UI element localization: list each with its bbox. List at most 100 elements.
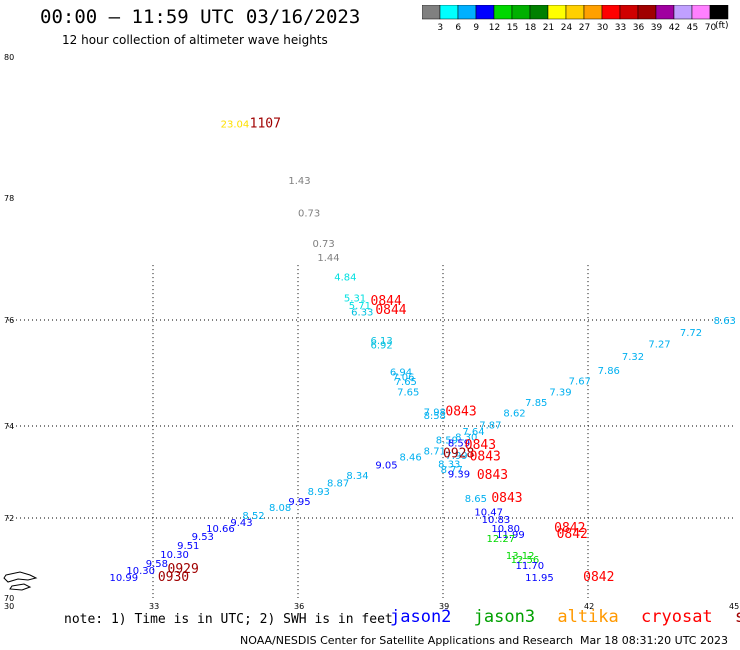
wave-height-value: 10.99 <box>110 573 139 584</box>
legend-swatch <box>583 5 603 20</box>
wave-height-value: 0.73 <box>298 208 320 219</box>
wave-height-value: 9.58 <box>146 559 168 570</box>
legend-label: 33 <box>615 23 626 33</box>
legend-swatch <box>511 5 531 20</box>
legend-label: 21 <box>543 23 554 33</box>
lon-tick-label: 42 <box>584 602 594 611</box>
wave-height-value: 9.43 <box>230 518 252 529</box>
wave-height-value: 10.30 <box>160 550 189 561</box>
wave-height-value: 1.43 <box>288 176 310 187</box>
grid-lines <box>8 265 733 598</box>
lon-tick-label: 33 <box>149 602 159 611</box>
wave-height-value: 8.93 <box>308 487 330 498</box>
legend-swatch <box>655 5 675 20</box>
lat-tick-label: 74 <box>4 422 14 431</box>
wave-height-value: 8.58 <box>424 411 446 422</box>
wave-height-value: 8.77 <box>441 465 463 476</box>
wave-height-value: 7.39 <box>549 387 571 398</box>
pass-time-label: 0843 <box>445 404 476 419</box>
lat-tick-label: 80 <box>4 53 14 62</box>
wave-height-value: 7.65 <box>397 387 419 398</box>
satellite-cryosat: cryosat <box>641 607 713 627</box>
satellite-altika: altika <box>557 607 619 627</box>
wave-height-value: 5.31 <box>344 294 366 305</box>
color-legend: 3 6 9 12 15 18 21 24 27 30 33 36 39 42 45 70 <box>422 5 729 33</box>
wave-height-value: 13.12 <box>506 551 535 562</box>
pass-time-label: 0843 <box>465 438 496 453</box>
wave-measurements: 23.04 1.43 0.73 0.73 1.44 4.84 5.315.716.33 6.1… <box>110 120 736 585</box>
legend-label: 15 <box>507 23 518 33</box>
footer-credit: NOAA/NESDIS Center for Satellite Applica… <box>240 634 574 647</box>
satellite-jason3: jason3 <box>473 607 536 627</box>
lon-tick-label: 30 <box>4 602 14 611</box>
legend-swatch <box>691 5 711 20</box>
wave-height-value: 8.34 <box>346 471 368 482</box>
pass-time-label: 0844 <box>371 294 402 309</box>
note-text: note: 1) Time is in UTC; 2) SWH is in fe… <box>64 612 393 627</box>
wave-height-value: 8.52 <box>242 511 264 522</box>
legend-label: 45 <box>687 23 698 33</box>
wave-height-value: 8.63 <box>714 316 736 327</box>
pass-time-label: 0928 <box>443 446 474 461</box>
wave-height-value: 7.86 <box>598 366 620 377</box>
legend-swatch <box>475 5 495 20</box>
pass-time-label: 1107 <box>250 117 281 132</box>
coastline <box>3 571 38 583</box>
wave-height-value: 8.33 <box>438 459 460 470</box>
wave-height-value: 9.95 <box>288 497 310 508</box>
legend-label: 30 <box>597 23 609 33</box>
wave-height-value: 7.27 <box>648 340 670 351</box>
footer-timestamp: Mar 18 08:31:20 UTC 2023 <box>580 634 728 647</box>
wave-height-value: 0.73 <box>313 239 335 250</box>
legend-swatch <box>457 5 477 20</box>
lat-tick-label: 70 <box>4 594 14 603</box>
legend-label: 24 <box>561 23 573 33</box>
wave-height-value: 10.47 <box>474 508 503 519</box>
wave-height-value: 10.83 <box>482 515 511 526</box>
wave-height-value: 23.04 <box>221 120 250 131</box>
pass-time-label: 0844 <box>375 303 406 318</box>
wave-height-value: 8.46 <box>400 453 422 464</box>
legend-label: 42 <box>669 23 680 33</box>
wave-height-value: 9.53 <box>192 532 214 543</box>
legend-swatch <box>709 5 729 20</box>
pass-time-label: 0929 <box>168 562 199 577</box>
wave-height-value: 7.65 <box>395 377 417 388</box>
lat-tick-label: 72 <box>4 514 14 523</box>
wave-height-value: 8.87 <box>327 479 349 490</box>
pass-time-label: 0842 <box>554 521 585 536</box>
wave-height-value: 10.80 <box>491 524 520 535</box>
wave-height-value: 11.99 <box>496 530 525 541</box>
wave-height-value: 6.13 <box>371 336 393 347</box>
pass-time-label: 0930 <box>158 570 189 585</box>
wave-height-value: 11.70 <box>516 561 545 572</box>
satellite-jason2: jason2 <box>390 607 452 627</box>
wave-height-value: 6.33 <box>351 308 373 319</box>
legend-label: 39 <box>651 23 663 33</box>
coastline-island <box>9 583 32 591</box>
wave-height-value: 9.39 <box>448 470 470 481</box>
legend-swatch <box>619 5 639 20</box>
pass-time-label: 0843 <box>491 491 522 506</box>
wave-height-value: 7.99 <box>445 451 467 462</box>
lat-tick-label: 76 <box>4 316 14 325</box>
pass-time-labels: 1107084408440843084309280843084308430842… <box>158 117 615 586</box>
wave-height-value: 1.44 <box>317 253 339 264</box>
legend-label: 70 <box>705 23 717 33</box>
pass-time-label: 0842 <box>583 570 614 585</box>
wave-height-value: 9.05 <box>375 460 397 471</box>
wave-height-value: 6.94 <box>390 368 412 379</box>
wave-height-value: 8.62 <box>503 408 525 419</box>
legend-swatch <box>673 5 693 20</box>
legend-label: 12 <box>489 23 500 33</box>
wave-height-value: 7.64 <box>462 427 484 438</box>
pass-time-label: 0842 <box>557 527 588 542</box>
legend-swatch <box>547 5 567 20</box>
legend-label: 27 <box>579 23 590 33</box>
lat-tick-label: 78 <box>4 194 14 203</box>
legend-label: 18 <box>525 23 537 33</box>
legend-units: (ft) <box>715 21 729 31</box>
map-title: 00:00 – 11:59 UTC 03/16/2023 <box>40 6 361 28</box>
